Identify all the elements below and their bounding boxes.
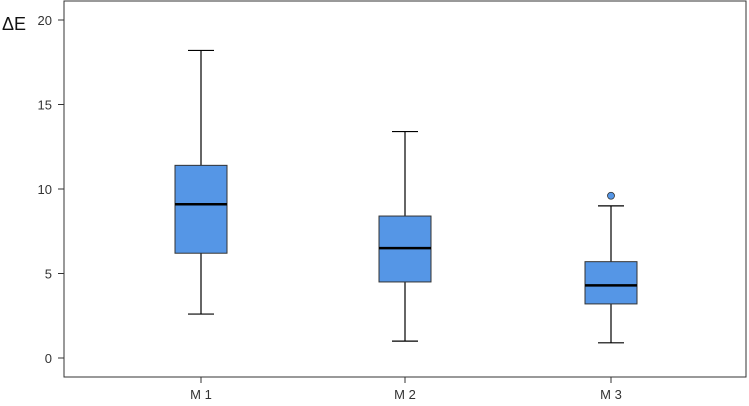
box-2 (378, 130, 432, 342)
y-axis-label: ΔE (2, 14, 26, 34)
y-axis: 0 5 10 15 20 (38, 13, 64, 366)
x-tick-label-2: M 2 (394, 387, 416, 402)
y-tick-label-20: 20 (38, 13, 52, 28)
iqr-box-1 (174, 164, 228, 254)
plot-frame (63, 0, 747, 378)
y-tick-label-10: 10 (38, 182, 52, 197)
x-axis: M 1 M 2 M 3 (190, 377, 622, 402)
x-tick-label-3: M 3 (600, 387, 622, 402)
outlier-3-1 (607, 191, 615, 200)
y-tick-label-15: 15 (38, 98, 52, 113)
box-3 (584, 191, 638, 344)
boxes-layer (174, 49, 638, 344)
iqr-box-3 (584, 261, 638, 305)
y-tick-label-0: 0 (45, 351, 52, 366)
x-tick-label-1: M 1 (190, 387, 212, 402)
y-tick-label-5: 5 (45, 267, 52, 282)
box-1 (174, 49, 228, 315)
